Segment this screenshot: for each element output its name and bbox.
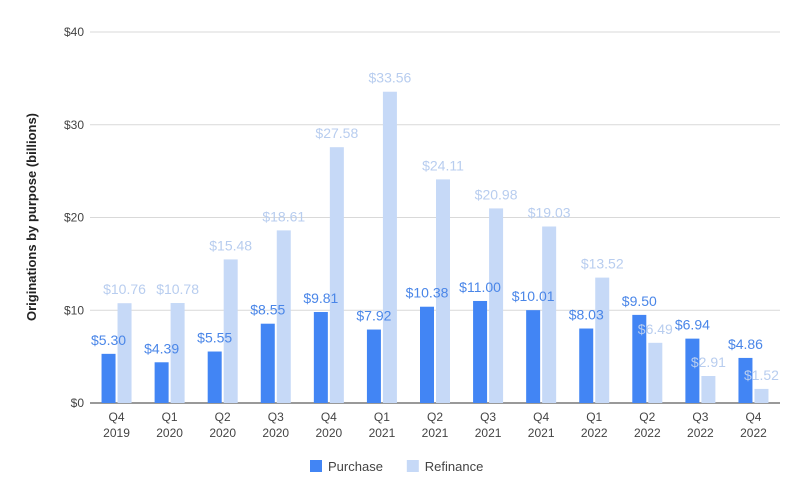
bar-refinance	[382, 91, 397, 403]
x-tick-label: Q3 2022	[687, 410, 714, 440]
x-tick-label: Q4 2022	[740, 410, 767, 440]
x-tick-label: Q2 2022	[634, 410, 661, 440]
bar-purchase	[685, 338, 700, 403]
bar-purchase	[420, 306, 434, 403]
bar-refinance	[170, 303, 185, 403]
data-label-purchase: $10.38	[406, 285, 449, 301]
bar-purchase	[738, 357, 753, 403]
data-label-purchase: $10.01	[512, 288, 555, 304]
x-tick-label: Q4 2019	[103, 410, 130, 440]
data-label-refinance: $27.58	[315, 125, 358, 141]
bar-refinance	[754, 388, 769, 403]
data-label-refinance: $10.78	[156, 281, 199, 297]
data-label-purchase: $8.55	[250, 302, 285, 318]
data-label-refinance: $6.49	[638, 321, 673, 337]
data-label-refinance: $24.11	[422, 157, 464, 173]
x-axis: Q4 2019 Q1 2020 Q2 2020 Q3 2020 Q4 2020 Q1 2021 Q2 20…	[103, 410, 767, 440]
data-label-refinance: $33.56	[369, 70, 412, 86]
x-tick-label: Q4 2020	[315, 410, 342, 440]
bars	[101, 91, 769, 403]
y-axis-title: Originations by purpose (billions)	[24, 113, 39, 321]
y-tick-label: $30	[64, 118, 84, 132]
data-label-purchase: $9.50	[622, 293, 657, 309]
bar-refinance	[701, 376, 716, 403]
x-tick-label: Q4 2021	[528, 410, 555, 440]
x-tick-label: Q3 2020	[262, 410, 289, 440]
y-axis: $0 $10 $20 $30 $40	[64, 25, 84, 410]
legend-swatch-refinance	[406, 460, 419, 472]
bar-refinance	[117, 303, 132, 403]
bar-purchase	[101, 353, 116, 403]
data-label-purchase: $5.55	[197, 330, 232, 346]
bar-purchase	[366, 329, 381, 403]
data-label-refinance: $15.48	[209, 237, 252, 253]
bar-purchase	[526, 310, 541, 403]
bar-purchase	[260, 323, 275, 403]
bar-refinance	[489, 208, 504, 403]
bar-purchase	[207, 351, 222, 403]
data-label-purchase: $9.81	[303, 290, 338, 306]
bar-purchase	[313, 312, 328, 403]
x-tick-label: Q1 2021	[369, 410, 396, 440]
legend-label-purchase: Purchase	[328, 459, 383, 474]
data-label-refinance: $2.91	[691, 354, 726, 370]
data-label-purchase: $8.03	[569, 307, 604, 323]
x-tick-label: Q1 2022	[581, 410, 608, 440]
data-label-purchase: $4.39	[144, 340, 179, 356]
legend: Purchase Refinance	[310, 459, 483, 474]
data-label-purchase: $7.92	[356, 308, 391, 324]
data-label-refinance: $1.52	[744, 367, 779, 383]
legend-label-refinance: Refinance	[425, 459, 484, 474]
x-tick-label: Q3 2021	[475, 410, 502, 440]
x-tick-label: Q2 2021	[422, 410, 449, 440]
bar-refinance	[329, 147, 344, 403]
bar-refinance	[542, 226, 557, 403]
legend-swatch-purchase	[310, 460, 322, 472]
gridlines	[90, 31, 780, 404]
data-label-refinance: $20.98	[475, 186, 518, 202]
y-tick-label: $20	[64, 211, 84, 225]
bar-purchase	[154, 362, 169, 403]
x-tick-label: Q1 2020	[156, 410, 183, 440]
y-tick-label: $0	[71, 396, 85, 410]
data-label-refinance: $10.76	[103, 281, 146, 297]
bar-purchase	[473, 300, 488, 403]
data-label-purchase: $4.86	[728, 336, 763, 352]
bar-purchase	[632, 314, 647, 403]
bar-refinance	[436, 179, 450, 403]
bar-refinance	[648, 342, 663, 403]
x-tick-label: Q2 2020	[209, 410, 236, 440]
bar-purchase	[579, 328, 594, 403]
data-label-refinance: $18.61	[262, 208, 305, 224]
data-label-refinance: $13.52	[581, 256, 624, 272]
data-label-purchase: $5.30	[91, 332, 126, 348]
bar-refinance	[595, 277, 610, 403]
data-label-purchase: $6.94	[675, 317, 710, 333]
data-label-refinance: $19.03	[528, 204, 571, 220]
data-labels: $5.30 $10.76 $4.39 $10.78 $5.55 $15.48 $8.55 $1…	[91, 70, 779, 383]
y-tick-label: $40	[64, 25, 84, 39]
y-tick-label: $10	[64, 303, 84, 317]
data-label-purchase: $11.00	[459, 279, 501, 295]
bar-refinance	[276, 230, 291, 403]
bar-refinance	[223, 259, 238, 403]
